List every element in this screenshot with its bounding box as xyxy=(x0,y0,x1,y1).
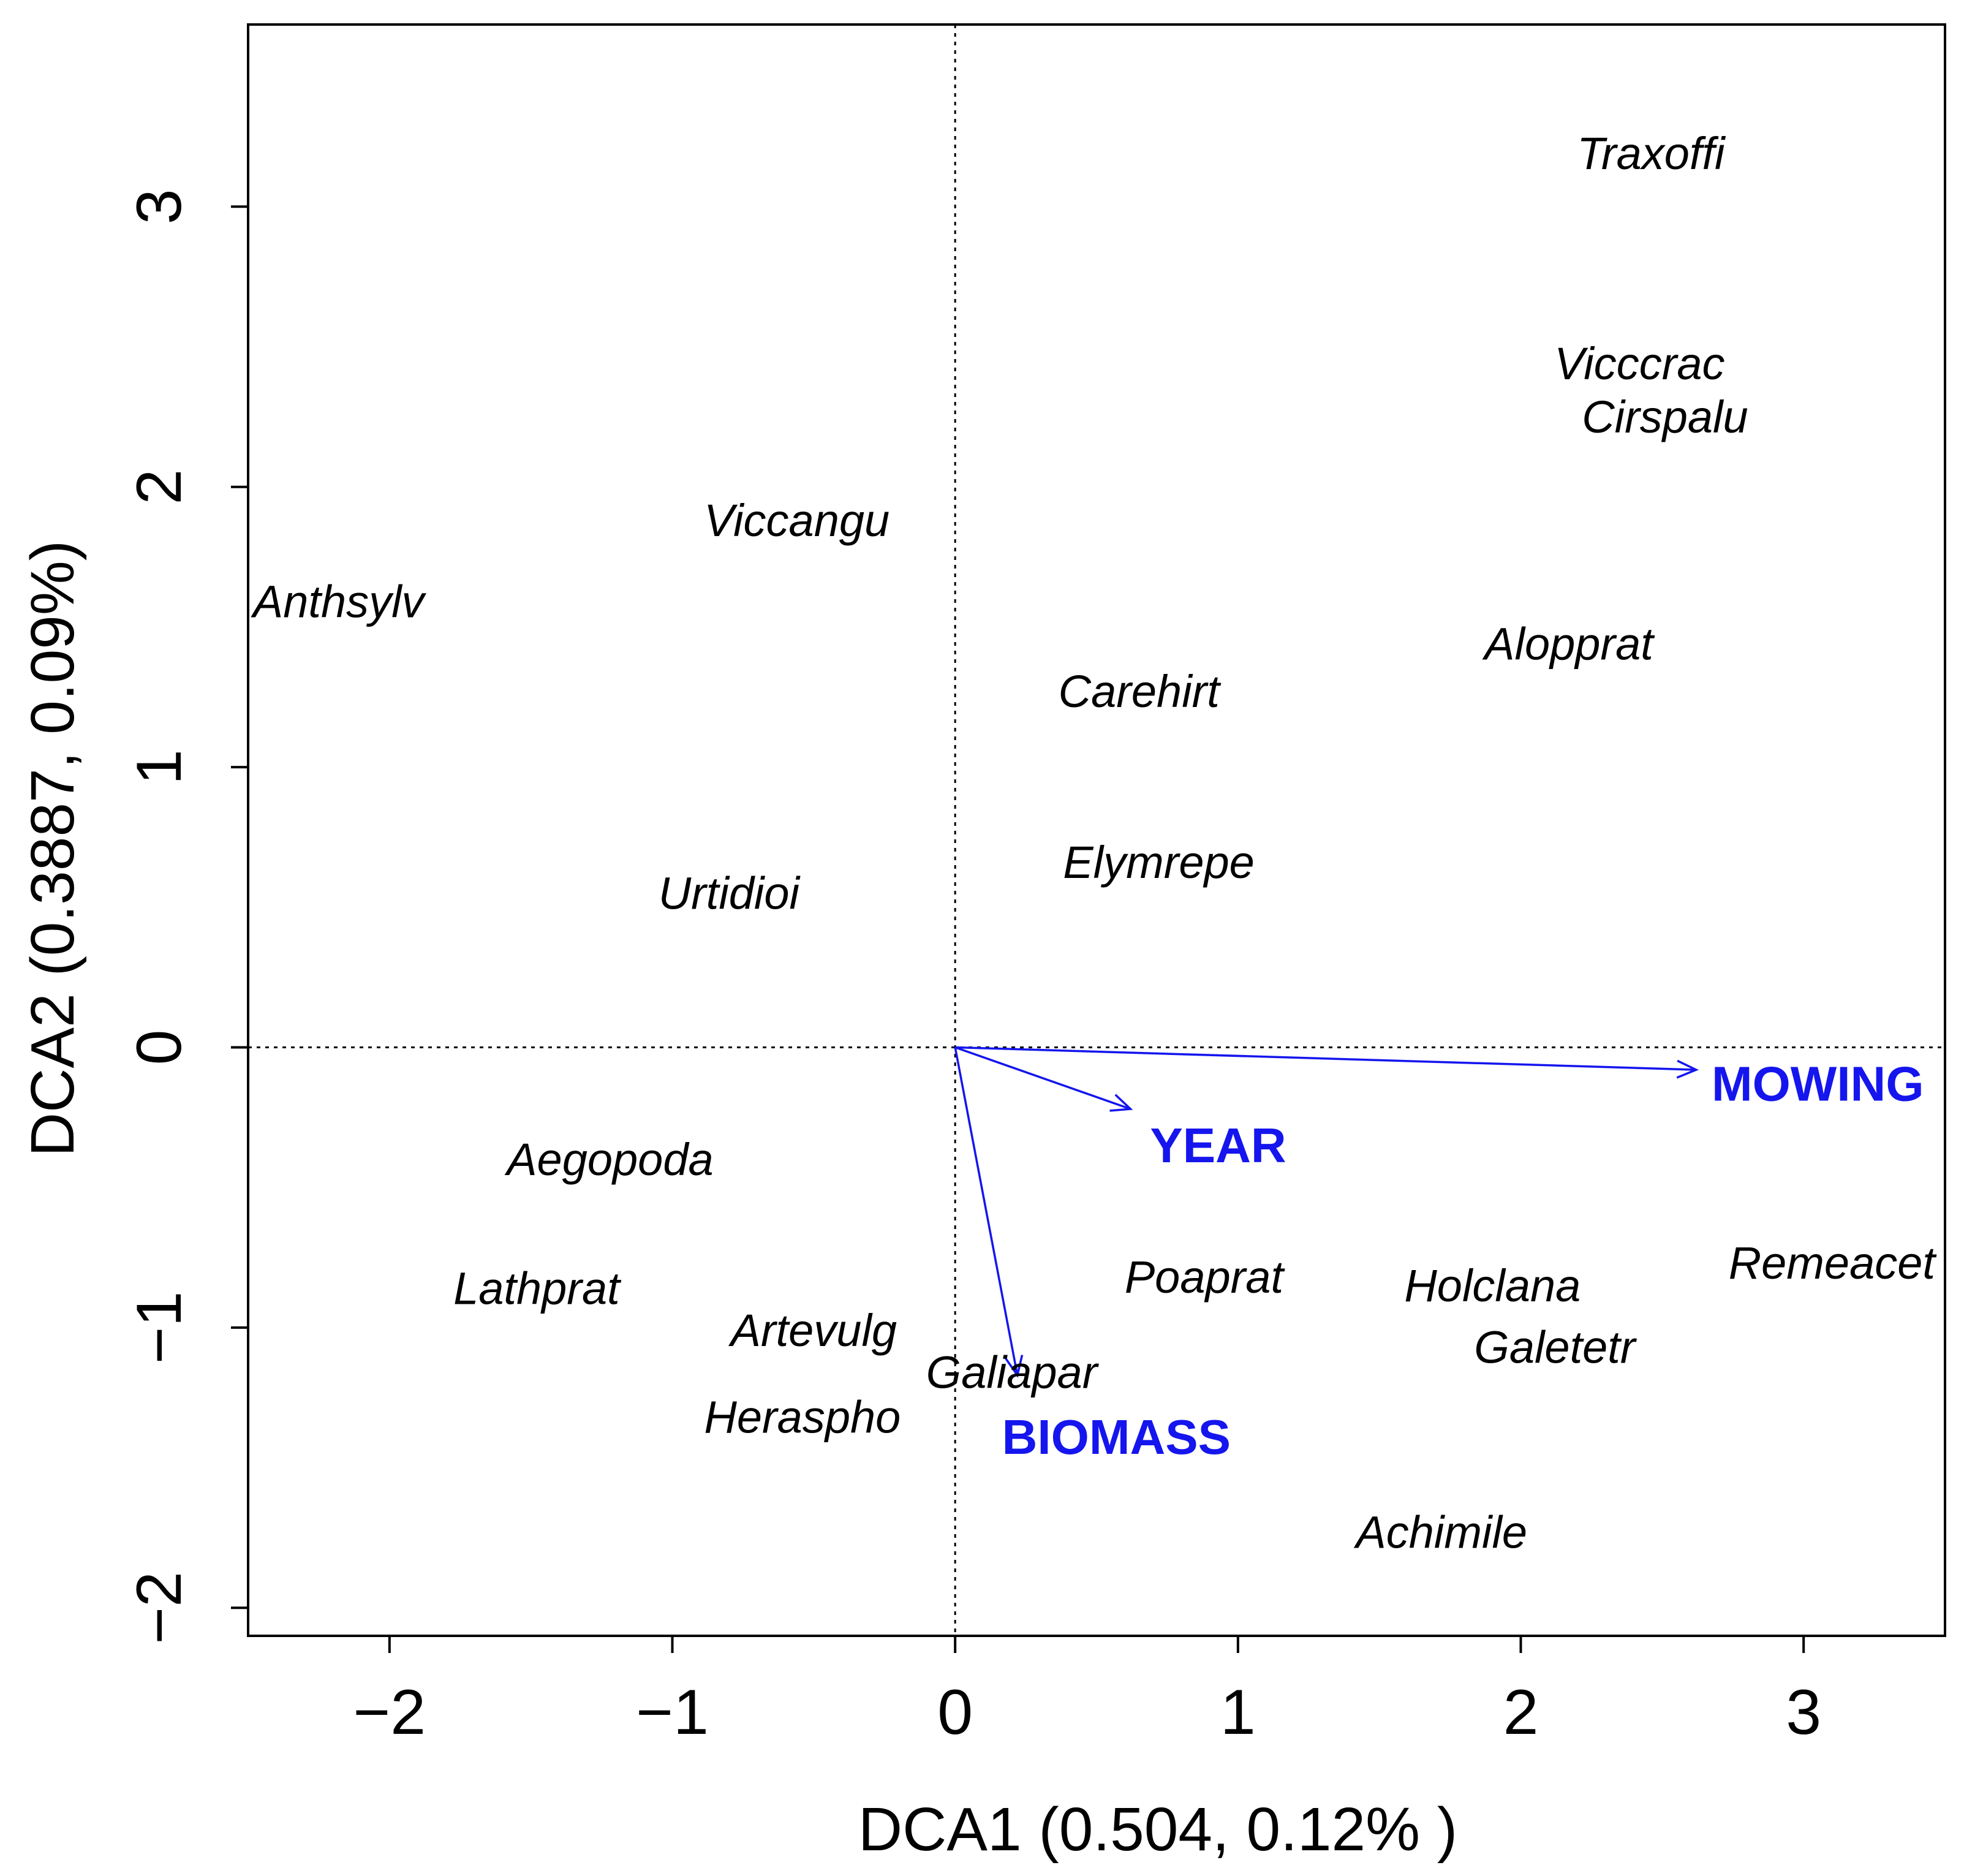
y-tick-label: −2 xyxy=(124,1572,195,1644)
species-label-remeacet: Remeacet xyxy=(1729,1238,1938,1288)
species-label-galetetr: Galetetr xyxy=(1474,1322,1637,1372)
species-label-traxoffi: Traxoffi xyxy=(1577,128,1726,179)
species-label-achimile: Achimile xyxy=(1353,1507,1527,1557)
y-tick-label: 0 xyxy=(124,1030,195,1065)
reference-lines xyxy=(248,25,1945,1636)
env-vector-arrowhead xyxy=(1004,1355,1024,1378)
y-tick-label: 1 xyxy=(124,749,195,785)
x-tick-label: −1 xyxy=(636,1677,709,1748)
species-label-cirspalu: Cirspalu xyxy=(1582,391,1748,442)
species-label-artevulg: Artevulg xyxy=(728,1305,897,1356)
x-tick-label: 1 xyxy=(1220,1677,1256,1748)
x-axis: −2 −1 0 1 2 3 xyxy=(353,1636,1821,1748)
x-tick-label: −2 xyxy=(353,1677,426,1748)
x-tick-label: 3 xyxy=(1786,1677,1821,1748)
species-label-urtidioi: Urtidioi xyxy=(659,868,801,918)
y-tick-label: 3 xyxy=(124,189,195,224)
species-label-galiapar: Galiapar xyxy=(926,1347,1100,1398)
x-tick-label: 0 xyxy=(937,1677,973,1748)
env-label-mowing: MOWING xyxy=(1712,1056,1924,1111)
species-label-holclana: Holclana xyxy=(1404,1260,1581,1311)
env-vector-year xyxy=(954,1046,1131,1110)
species-label-anthsylv: Anthsylv xyxy=(251,577,427,627)
env-vector-arrowhead xyxy=(1109,1094,1133,1112)
species-label-poaprat: Poaprat xyxy=(1125,1252,1286,1303)
env-vector-mowing xyxy=(955,1046,1696,1071)
species-label-aegopoda: Aegopoda xyxy=(504,1134,713,1185)
species-label-alopprat: Alopprat xyxy=(1482,618,1655,669)
species-label-elymrepe: Elymrepe xyxy=(1063,837,1255,888)
env-label-year: YEAR xyxy=(1150,1118,1286,1173)
env-vector-labels: MOWING YEAR BIOMASS xyxy=(1002,1056,1924,1464)
y-tick-label: 2 xyxy=(124,469,195,505)
y-axis: −2 −1 0 1 2 3 xyxy=(124,189,248,1644)
env-vectors xyxy=(954,1046,1699,1378)
species-label-vicccrac: Vicccrac xyxy=(1554,338,1724,389)
env-vector-arrowhead xyxy=(1676,1059,1699,1079)
y-axis-title: DCA2 (0.3887, 0.09%) xyxy=(18,540,87,1157)
env-vector-biomass xyxy=(954,1047,1019,1375)
species-label-viccangu: Viccangu xyxy=(704,495,889,546)
x-axis-title: DCA1 (0.504, 0.12% ) xyxy=(858,1795,1457,1864)
env-label-biomass: BIOMASS xyxy=(1002,1410,1231,1464)
y-tick-label: −1 xyxy=(124,1292,195,1364)
species-label-lathprat: Lathprat xyxy=(453,1263,622,1314)
plot-frame xyxy=(247,23,1946,1637)
species-label-heraspho: Heraspho xyxy=(704,1392,901,1443)
species-label-carehirt: Carehirt xyxy=(1059,666,1222,717)
x-tick-label: 2 xyxy=(1503,1677,1539,1748)
